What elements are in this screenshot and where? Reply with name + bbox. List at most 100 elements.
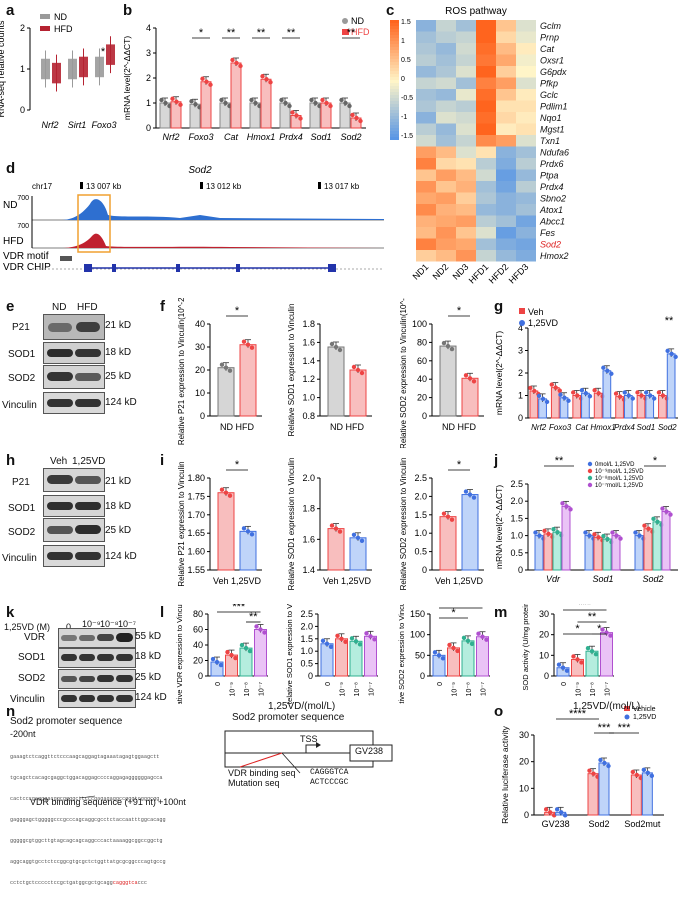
sig-star: * (451, 607, 456, 619)
heatmap-cell (436, 158, 456, 170)
bar (584, 535, 594, 571)
heatmap-cell (516, 123, 536, 135)
chart-o-bars: 0 10 20 30 Relative luciferase activity GV238… (500, 706, 664, 829)
exon (84, 264, 92, 272)
heatmap-cell (416, 238, 436, 250)
y-tick-label: 1.0 (300, 646, 313, 656)
data-point (598, 757, 603, 763)
data-point (641, 767, 647, 773)
bar (327, 346, 345, 417)
data-point (637, 533, 642, 538)
legend-dot (587, 468, 593, 474)
panel-label-d: d (6, 160, 16, 177)
bar (550, 387, 560, 419)
sig-star: * (199, 27, 204, 39)
sig-star: *** (618, 722, 632, 734)
y-tick-label: 2.5 (414, 473, 427, 483)
heatmap-cell (436, 146, 456, 158)
blot-e-row-1: SOD1 (8, 349, 36, 360)
blot-h-col-1: 1,25VD (72, 456, 106, 467)
track-label-nd: ND (3, 200, 17, 211)
data-point (178, 102, 183, 107)
data-point (592, 532, 597, 537)
data-point (337, 529, 343, 534)
data-point (558, 810, 564, 815)
data-point (655, 519, 660, 525)
y-axis-label: Relative P21 expression to Vinculin(10^-… (177, 298, 186, 445)
y-tick-label: 1.55 (187, 565, 205, 575)
x-tick-label: Sod2 (642, 574, 663, 584)
data-point (264, 77, 269, 82)
heatmap-row-label: Pfkp (540, 79, 558, 89)
heatmap-cell (416, 181, 436, 193)
data-point (644, 390, 649, 395)
data-point (556, 662, 562, 667)
data-point (467, 492, 473, 497)
legend-vd-label: 1,25VD (633, 714, 656, 721)
exon (328, 264, 336, 272)
blot-k-row-0: VDR (24, 632, 46, 643)
data-point (639, 393, 644, 398)
x-tick-label: 0 (437, 682, 444, 686)
bar (641, 772, 653, 816)
blot-h-kd-0: 21 kD (105, 476, 132, 487)
sig-star: * (653, 455, 658, 467)
x-tick-label: Foxo3 (91, 120, 116, 130)
diagram-title: Sod2 promoter sequence (232, 712, 345, 723)
data-point (593, 652, 599, 657)
y-axis-label: mRNA level(2^-ΔΔCT) (494, 331, 504, 415)
scale-cell (390, 137, 399, 140)
heatmap-cell (456, 43, 476, 55)
scale-cell (390, 59, 399, 62)
data-point (673, 354, 678, 360)
data-point (553, 385, 558, 390)
scale-cell (390, 128, 399, 131)
heatmap-cell (436, 112, 456, 124)
data-point (587, 768, 592, 773)
scale-cell (390, 68, 399, 71)
y-tick-label: 0.5 (510, 548, 523, 558)
data-point (471, 495, 477, 500)
y-tick-label: 30 (519, 730, 529, 740)
heatmap-cell (476, 112, 496, 124)
y-tick-label: 20 (417, 393, 427, 403)
data-point (364, 631, 369, 636)
data-point (668, 512, 673, 517)
x-tick-label: GV238 (542, 819, 570, 829)
y-tick-label: 0 (518, 565, 523, 575)
heatmap-cell (496, 112, 516, 124)
data-point (591, 771, 596, 776)
heatmap-cell (476, 100, 496, 112)
data-point (579, 388, 585, 393)
data-point (560, 665, 566, 670)
scale-cell (390, 86, 399, 89)
heatmap-row-label: Oxsr1 (540, 56, 564, 66)
legend-swatch-hfd (40, 26, 50, 31)
heatmap-cell (456, 112, 476, 124)
y-axis-label: Relative luciferase activity (500, 725, 510, 824)
x-tick-label: Nrf2 (162, 132, 179, 142)
data-point (227, 493, 233, 498)
y-tick-label: 0.5 (414, 547, 427, 557)
data-point (596, 391, 601, 396)
track-label-chip: VDR CHIP (3, 262, 51, 273)
heatmap-cell (476, 238, 496, 250)
scale-cell (390, 38, 399, 41)
data-point (642, 523, 647, 528)
data-point (432, 650, 438, 655)
data-point (355, 535, 361, 540)
y-tick-label: 1.8 (302, 319, 315, 329)
data-point (262, 630, 267, 635)
data-point (249, 345, 255, 350)
y-tick-label: 0 (146, 123, 151, 133)
heatmap-col-label: ND1 (411, 262, 431, 282)
y-tick-label: 3 (518, 346, 523, 356)
heatmap-cell (496, 54, 516, 66)
data-point (241, 526, 247, 531)
heatmap-cell (416, 77, 436, 89)
y-tick-label: 100 (410, 630, 425, 640)
heatmap-cell (456, 238, 476, 250)
chart-j-bars: 0 0.5 1.0 1.5 2.0 2.5 mRNA level(2^-ΔΔCT) Vdr So… (494, 455, 678, 584)
scale-cell (390, 47, 399, 50)
blot-e-col-0: ND (52, 302, 67, 313)
